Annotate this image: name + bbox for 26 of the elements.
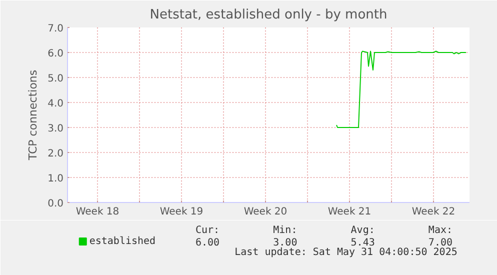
- chart-title: Netstat, established only - by month: [150, 8, 388, 22]
- text: 6.00: [195, 238, 220, 248]
- legend-label: established: [89, 236, 156, 247]
- text: 7.00: [428, 238, 453, 248]
- text: Min:: [273, 225, 298, 236]
- y-tick-label: 1.0: [48, 174, 64, 184]
- text: Max:: [428, 225, 453, 236]
- text: 5.43: [350, 238, 375, 248]
- text: Avg:: [350, 225, 375, 236]
- text: 3.00: [273, 238, 298, 248]
- y-tick-label: 6.0: [48, 48, 64, 60]
- y-tick-label: 2.0: [48, 148, 64, 160]
- y-tick-label: 4.0: [48, 98, 64, 110]
- x-tick-label: Week 18: [76, 206, 120, 218]
- text: Last update: Sat May 31 04:00:50 2025: [234, 247, 458, 258]
- y-tick-label: 5.0: [48, 74, 64, 84]
- x-tick-label: Week 20: [244, 206, 288, 218]
- x-tick-label: Week 19: [160, 206, 204, 218]
- y-tick-label: 0.0: [48, 198, 64, 210]
- x-tick-label: Week 22: [412, 206, 456, 218]
- y-axis-title: TCP connections: [26, 70, 40, 162]
- x-tick-label: Week 21: [328, 206, 372, 218]
- text: Cur:: [195, 225, 220, 236]
- y-tick-label: 7.0: [48, 24, 64, 34]
- line-series: [336, 50, 466, 128]
- y-tick-label: 3.0: [48, 124, 64, 134]
